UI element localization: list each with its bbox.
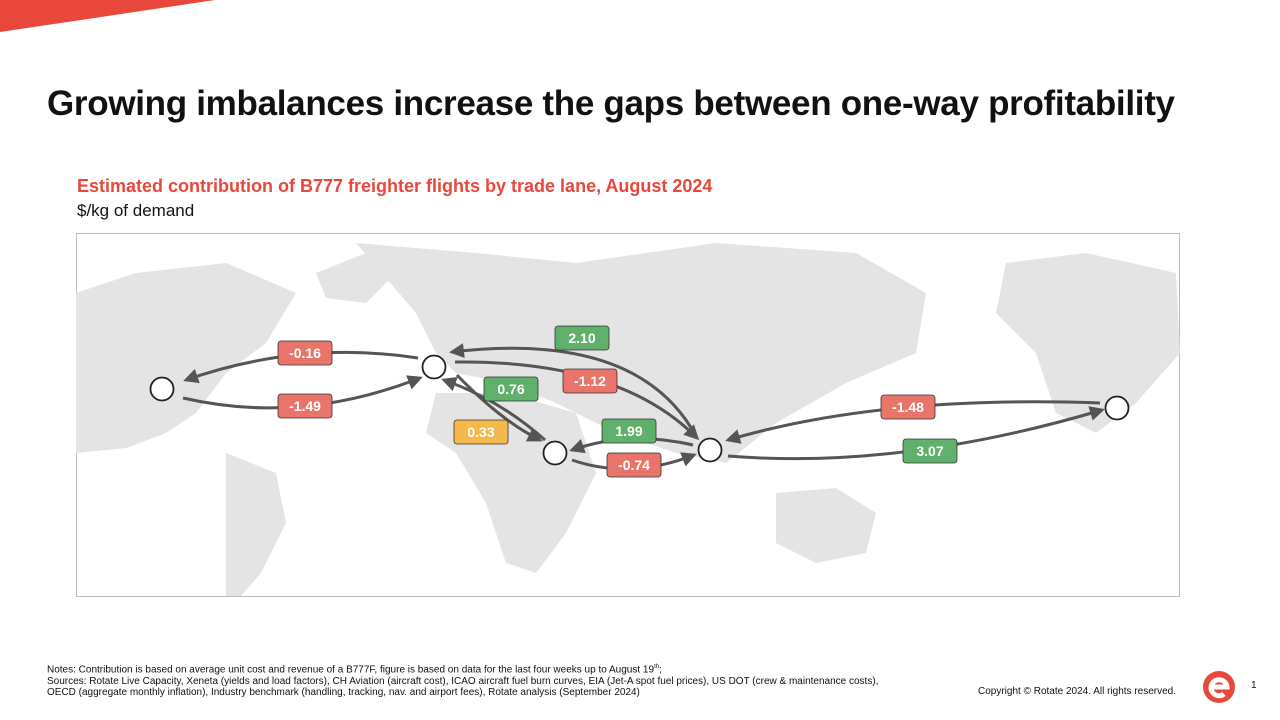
copyright: Copyright © Rotate 2024. All rights rese… xyxy=(978,686,1177,697)
page-number: 1 xyxy=(1251,680,1257,691)
notes-text: Notes: Contribution is based on average … xyxy=(47,664,655,676)
notes-superscript: th xyxy=(654,664,660,670)
lane-label-box xyxy=(606,452,662,478)
lane-label: -0.16 xyxy=(289,345,321,361)
lane-label: 3.07 xyxy=(916,443,943,459)
lane-label: 2.10 xyxy=(568,330,595,346)
lane-label-box xyxy=(554,325,610,351)
lane-label: -1.48 xyxy=(892,399,924,415)
figure-title: Estimated contribution of B777 freighter… xyxy=(77,176,713,196)
airport-node xyxy=(421,354,447,380)
lane-label-box xyxy=(601,418,657,444)
notes-end: ; xyxy=(659,664,662,676)
airport-node xyxy=(697,437,723,463)
lane-arrow xyxy=(455,373,543,442)
lane-arrow xyxy=(449,343,699,439)
lane-label-box xyxy=(483,376,539,402)
lane-label: 0.76 xyxy=(497,381,524,397)
lane-label-box xyxy=(880,394,936,420)
lane-label-box xyxy=(453,419,509,445)
sources: Sources: Rotate Live Capacity, Xeneta (y… xyxy=(47,675,879,699)
lanes: -0.16 -1.49 2.10 -1.12 0.76 0.33 1.99 -0.74 -1.4… xyxy=(149,325,1130,478)
figure-subtitle: $/kg of demand xyxy=(77,201,195,220)
slide-title: Growing imbalances increase the gaps bet… xyxy=(47,84,1175,123)
notes: Notes: Contribution is based on average … xyxy=(47,662,907,699)
logo xyxy=(1203,671,1235,703)
lane-label-box xyxy=(277,393,333,419)
map: -0.16 -1.49 2.10 -1.12 0.76 0.33 1.99 -0.74 -1.4… xyxy=(76,233,1180,597)
lane-label-box xyxy=(277,340,333,366)
lane-label: -1.49 xyxy=(289,398,321,414)
lane-label-box xyxy=(562,368,618,394)
lane-label-box xyxy=(902,438,958,464)
lane-label: -1.12 xyxy=(574,373,606,389)
lane-label: 0.33 xyxy=(467,424,494,440)
lane-label: 1.99 xyxy=(615,423,642,439)
airport-node xyxy=(1104,395,1130,421)
airport-node xyxy=(542,440,568,466)
airport-node xyxy=(149,376,175,402)
lane-arrow xyxy=(441,376,546,442)
lane-label: -0.74 xyxy=(618,457,650,473)
corner-stripe xyxy=(0,0,215,32)
